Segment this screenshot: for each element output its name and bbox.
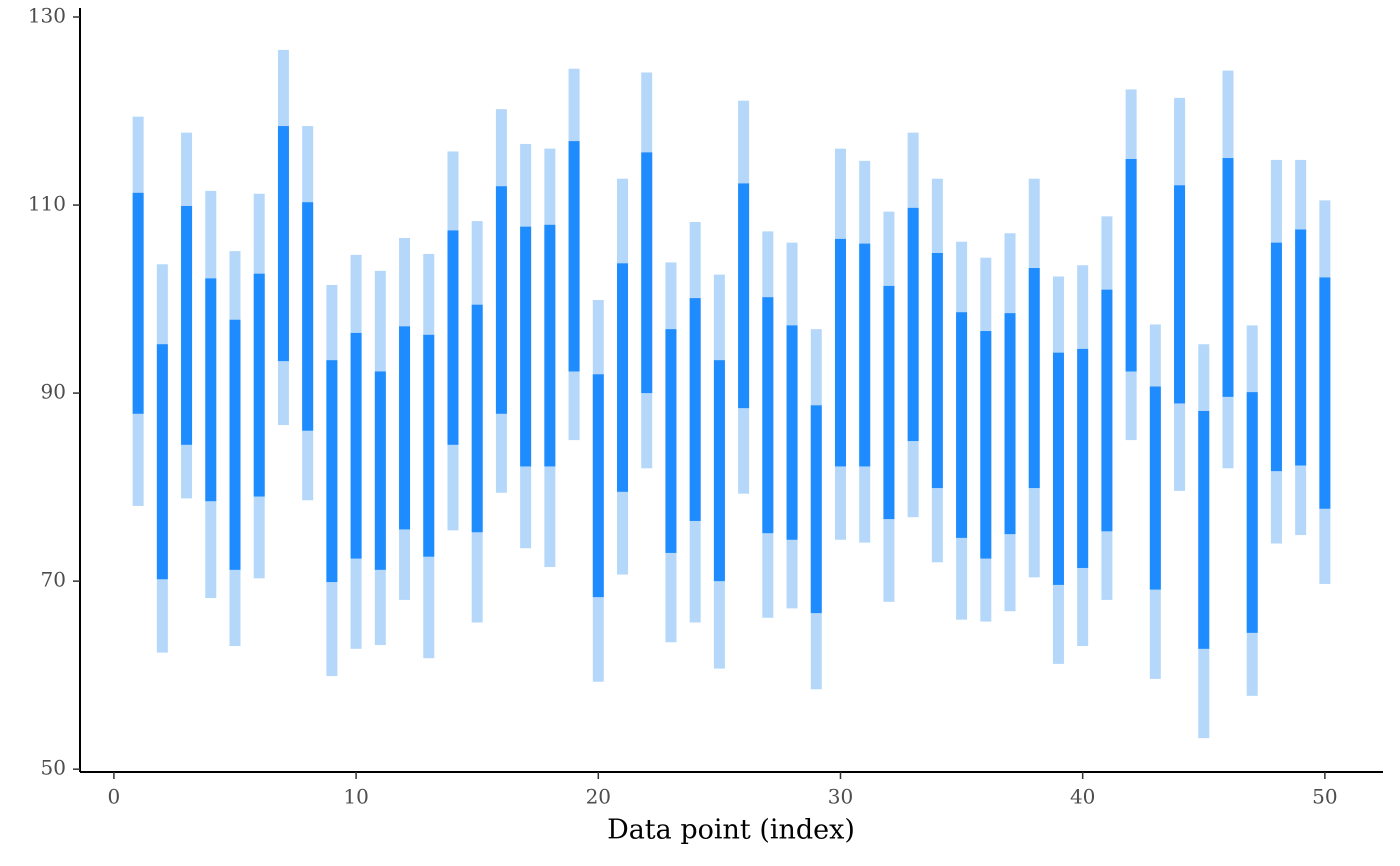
inner-interval — [447, 230, 459, 445]
y-tick-label: 130 — [28, 4, 66, 28]
inner-interval — [205, 278, 217, 502]
inner-interval — [762, 297, 774, 534]
inner-interval — [592, 374, 604, 598]
inner-interval — [931, 252, 943, 489]
inner-interval — [181, 205, 193, 445]
inner-interval — [1125, 158, 1137, 372]
x-tick-label: 0 — [108, 785, 121, 809]
inner-interval — [544, 224, 556, 467]
x-tick-label: 30 — [828, 785, 853, 809]
inner-interval — [810, 405, 822, 614]
inner-interval — [253, 273, 265, 497]
inner-interval — [641, 152, 653, 394]
y-tick-label: 70 — [41, 568, 66, 592]
inner-interval — [907, 207, 919, 442]
inner-interval — [665, 329, 677, 553]
inner-interval — [399, 326, 411, 530]
inner-interval — [1101, 289, 1113, 532]
inner-interval — [1174, 185, 1186, 404]
inner-interval — [350, 332, 362, 559]
inner-interval — [834, 238, 846, 467]
inner-interval — [617, 263, 629, 492]
inner-interval — [1149, 386, 1161, 590]
y-tick-label: 50 — [41, 756, 66, 780]
inner-interval — [495, 186, 507, 414]
inner-interval — [689, 298, 701, 521]
inner-interval — [471, 304, 483, 533]
inner-interval — [1052, 352, 1064, 585]
inner-interval — [229, 319, 241, 570]
x-axis-title: Data point (index) — [607, 815, 855, 846]
inner-interval — [156, 344, 168, 580]
inner-interval — [1295, 229, 1307, 466]
inner-interval — [132, 192, 144, 414]
inner-interval — [568, 141, 580, 372]
x-tick-label: 10 — [343, 785, 368, 809]
inner-interval — [1077, 348, 1089, 568]
inner-interval — [520, 226, 532, 467]
inner-interval — [1198, 410, 1210, 649]
inner-interval — [738, 183, 750, 409]
inner-interval — [1246, 392, 1258, 633]
inner-interval — [1028, 268, 1040, 489]
inner-interval — [374, 371, 386, 570]
inner-interval — [1222, 158, 1234, 397]
inner-interval — [1270, 242, 1282, 472]
x-tick-label: 50 — [1312, 785, 1337, 809]
inner-interval — [326, 360, 338, 583]
inner-interval — [713, 360, 725, 582]
inner-interval — [1319, 277, 1331, 509]
inner-interval — [786, 325, 798, 540]
inner-interval — [956, 312, 968, 538]
inner-interval — [302, 202, 314, 431]
inner-interval — [277, 126, 289, 362]
inner-interval — [859, 243, 871, 467]
inner-interval — [980, 331, 992, 559]
inner-interval — [883, 285, 895, 520]
inner-interval — [423, 334, 435, 557]
y-tick-label: 90 — [41, 380, 66, 404]
inner-interval — [1004, 313, 1016, 535]
x-tick-label: 20 — [586, 785, 611, 809]
x-tick-label: 40 — [1070, 785, 1095, 809]
y-tick-label: 110 — [28, 192, 66, 216]
